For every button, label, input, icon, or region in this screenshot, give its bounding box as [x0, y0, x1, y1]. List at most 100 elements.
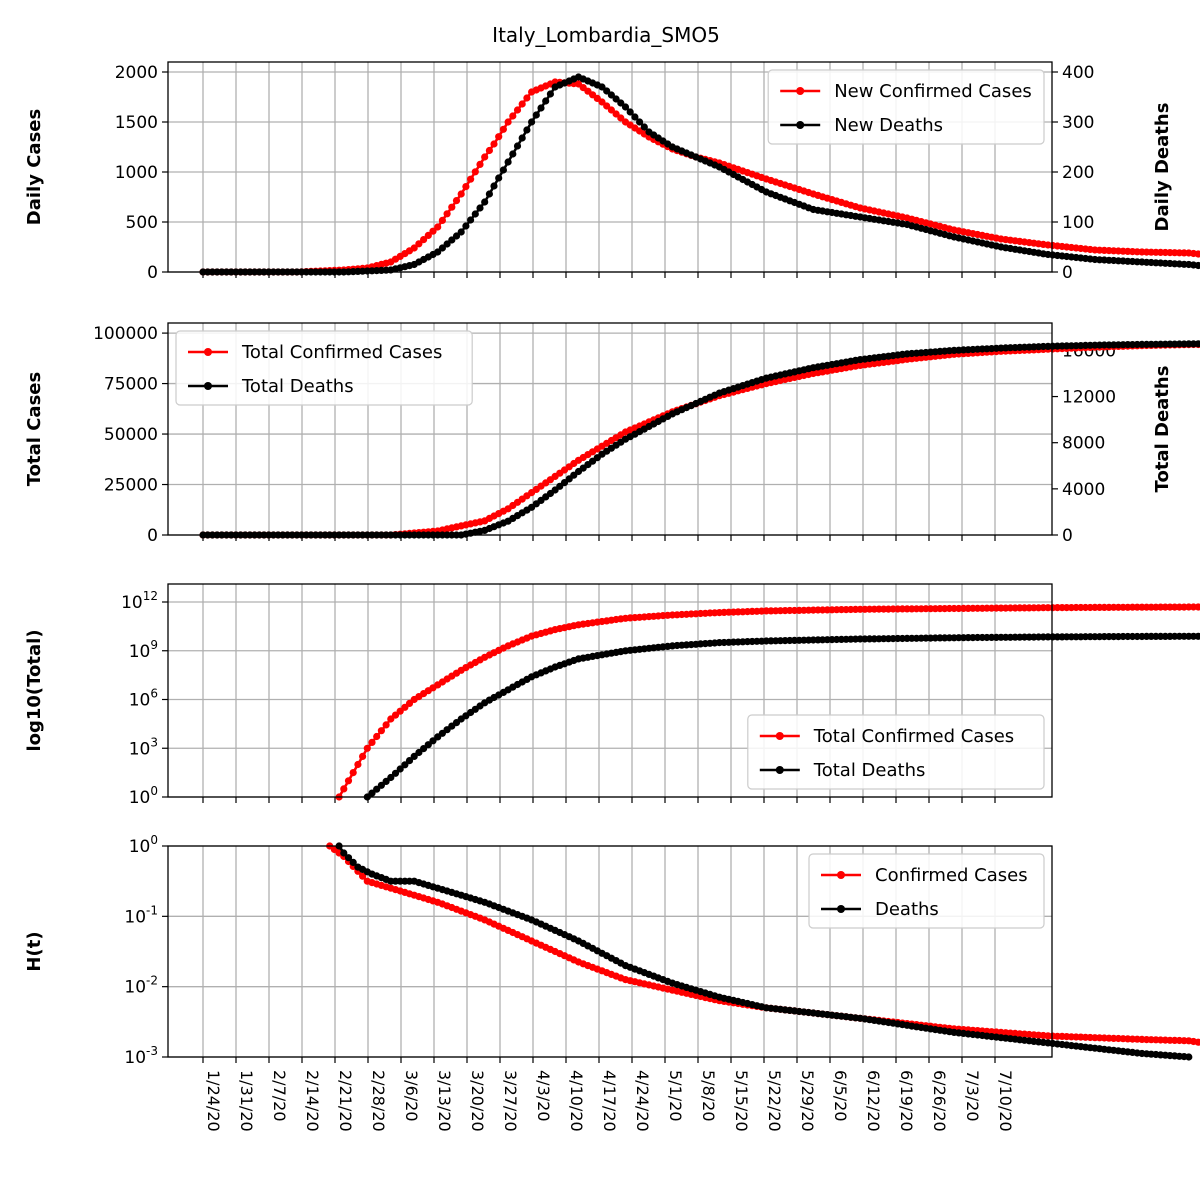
data-point [443, 210, 451, 218]
series-line [328, 844, 1200, 1044]
data-point [434, 248, 442, 256]
data-point [452, 232, 461, 240]
y-tick-label: 1500 [115, 113, 158, 133]
legend-box [747, 714, 1045, 790]
y-tick-label: 103 [129, 735, 158, 759]
y-tick-label: 1012 [121, 589, 158, 613]
chart-title: Italy_Lombardia_SMO5 [492, 23, 720, 47]
y-tick-label: 1000 [115, 163, 158, 183]
panel-4: 10-3 10-2 10-1 100 H(t) Confirmed Cases Deaths [24, 833, 1200, 1068]
data-point [359, 752, 367, 761]
data-point [542, 97, 550, 105]
x-tick-label: 3/20/20 [468, 1070, 487, 1132]
data-point [344, 854, 353, 862]
data-point [499, 125, 507, 133]
legend-marker [775, 766, 784, 774]
data-point [481, 153, 489, 161]
data-point [467, 216, 475, 224]
data-point [452, 197, 461, 205]
plot-frame [167, 322, 1053, 536]
x-tick-label: 7/10/20 [996, 1070, 1015, 1132]
data-point [471, 168, 479, 176]
data-point [621, 103, 630, 111]
data-point [518, 134, 526, 142]
legend: Total Confirmed Cases Total Deaths [747, 714, 1045, 790]
data-point [471, 210, 479, 218]
data-point [504, 158, 512, 166]
y-tick-label: 100 [129, 833, 158, 857]
data-point [612, 95, 620, 103]
y-tick-label: 0 [147, 263, 158, 283]
data-point [626, 108, 634, 116]
data-point [476, 160, 484, 168]
data-point [438, 216, 446, 224]
data-point [382, 721, 390, 729]
x-tick-label: 4/3/20 [534, 1070, 553, 1122]
legend-marker [796, 87, 805, 95]
x-tick-label: 4/10/20 [567, 1070, 586, 1132]
data-point [490, 140, 498, 148]
legend-marker [204, 382, 212, 390]
data-point [387, 773, 395, 782]
data-point [509, 112, 517, 120]
data-point [528, 118, 536, 126]
legend-label: New Deaths [834, 115, 943, 136]
legend-marker [837, 871, 845, 879]
legend: Confirmed Cases Deaths [808, 853, 1045, 929]
legend-box [175, 330, 473, 406]
series-1 [199, 78, 1200, 276]
x-tick-label: 1/24/20 [204, 1070, 223, 1132]
data-point [410, 244, 418, 252]
data-point [495, 133, 503, 141]
data-point [420, 236, 428, 244]
panel-3: 100 103 106 109 1012 log10(Total) Total Confir… [24, 583, 1200, 808]
x-tick-label: 2/28/20 [369, 1070, 388, 1132]
data-point [490, 182, 498, 190]
x-tick-label: 6/19/20 [897, 1070, 916, 1132]
legend-box [767, 69, 1045, 145]
series-2 [363, 632, 1200, 801]
data-point [1194, 632, 1200, 640]
data-point [396, 765, 404, 773]
legend-label: New Confirmed Cases [834, 81, 1032, 102]
y-tick-label: 109 [129, 638, 158, 662]
y-tick-label: 100 [129, 784, 158, 808]
data-point [359, 872, 367, 880]
y-axis-label: Daily Cases [24, 109, 45, 225]
data-point [457, 190, 465, 198]
data-point [636, 118, 644, 126]
x-tick-label: 6/26/20 [930, 1070, 949, 1132]
data-point [640, 123, 648, 131]
plot-frame [167, 583, 1053, 798]
x-tick-label: 6/12/20 [864, 1070, 883, 1132]
data-point [537, 104, 545, 112]
data-point [495, 174, 503, 182]
y-tick-label: 0 [147, 526, 158, 546]
y-tick-label: 2000 [115, 63, 158, 83]
y-right-tick-label: 0 [1062, 263, 1073, 283]
x-tick-label: 4/24/20 [633, 1070, 652, 1132]
data-point [598, 83, 606, 91]
data-point [598, 98, 606, 106]
y-axis-label: Total Cases [24, 372, 45, 486]
data-point [462, 222, 470, 230]
data-point [509, 150, 517, 158]
y-right-tick-label: 300 [1062, 113, 1094, 133]
y-tick-label: 10-1 [124, 903, 158, 927]
legend-marker [204, 348, 212, 356]
series-1 [326, 842, 1200, 1046]
y-right-tick-label: 4000 [1062, 480, 1105, 500]
y-right-tick-label: 100 [1062, 213, 1094, 233]
data-point [415, 240, 423, 248]
plot-frame [167, 61, 1053, 273]
data-point [377, 727, 385, 735]
data-point [368, 738, 376, 747]
data-point [523, 94, 531, 102]
data-point [1194, 261, 1200, 270]
data-point [1185, 1053, 1193, 1061]
x-tick-label: 1/31/20 [237, 1070, 256, 1132]
data-point [424, 231, 432, 239]
plot-frame [167, 845, 1053, 1058]
data-point [513, 142, 522, 150]
x-tick-label: 2/7/20 [270, 1070, 289, 1122]
